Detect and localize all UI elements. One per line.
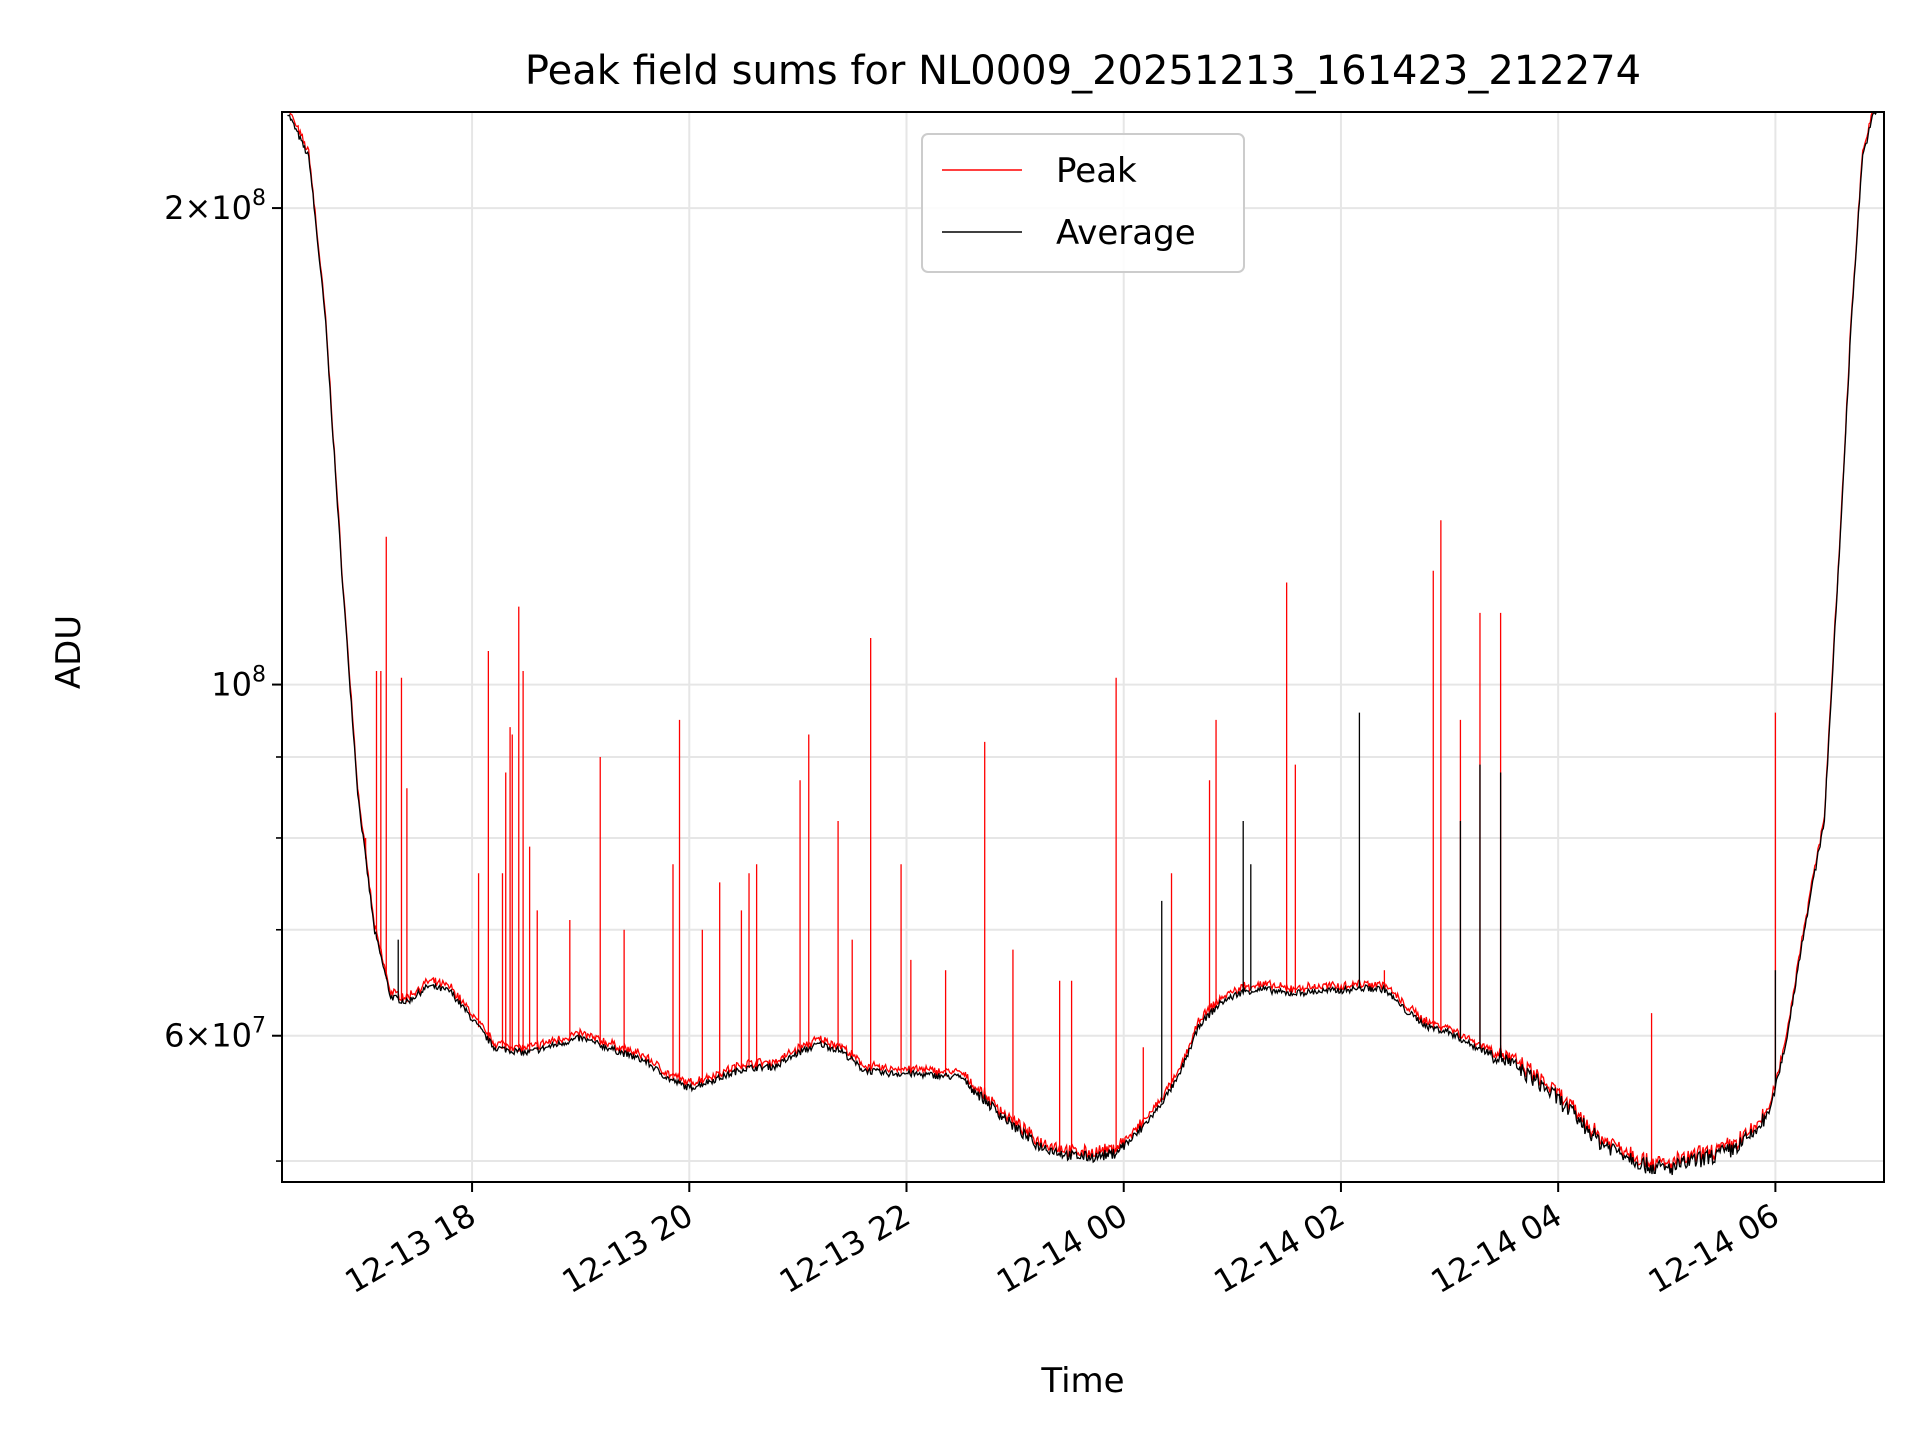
y-tick-label: 6×107 — [164, 1014, 266, 1055]
legend: Peak Average — [921, 133, 1245, 273]
plot-frame — [281, 111, 1885, 1183]
y-tick-base: 10 — [211, 666, 252, 704]
y-tick-exponent: 8 — [252, 186, 266, 211]
legend-box — [921, 133, 1245, 273]
series-layer — [287, 112, 1884, 1176]
y-tick-label: 108 — [211, 663, 266, 704]
x-axis-title: Time — [1040, 1361, 1124, 1401]
chart-title: Peak field sums for NL0009_20251213_1614… — [525, 48, 1641, 94]
y-tick-base: 2×10 — [164, 189, 252, 227]
legend-label-peak: Peak — [1056, 151, 1137, 191]
y-tick-exponent: 7 — [252, 1014, 266, 1039]
average-line — [287, 112, 1884, 1176]
series-average — [287, 112, 1884, 1176]
legend-label-average: Average — [1056, 213, 1196, 253]
peak-line — [287, 112, 1884, 1173]
y-tick-label: 2×108 — [164, 186, 266, 227]
y-axis-title: ADU — [49, 615, 89, 689]
y-tick-base: 6×10 — [164, 1017, 252, 1055]
y-tick-exponent: 8 — [252, 663, 266, 688]
